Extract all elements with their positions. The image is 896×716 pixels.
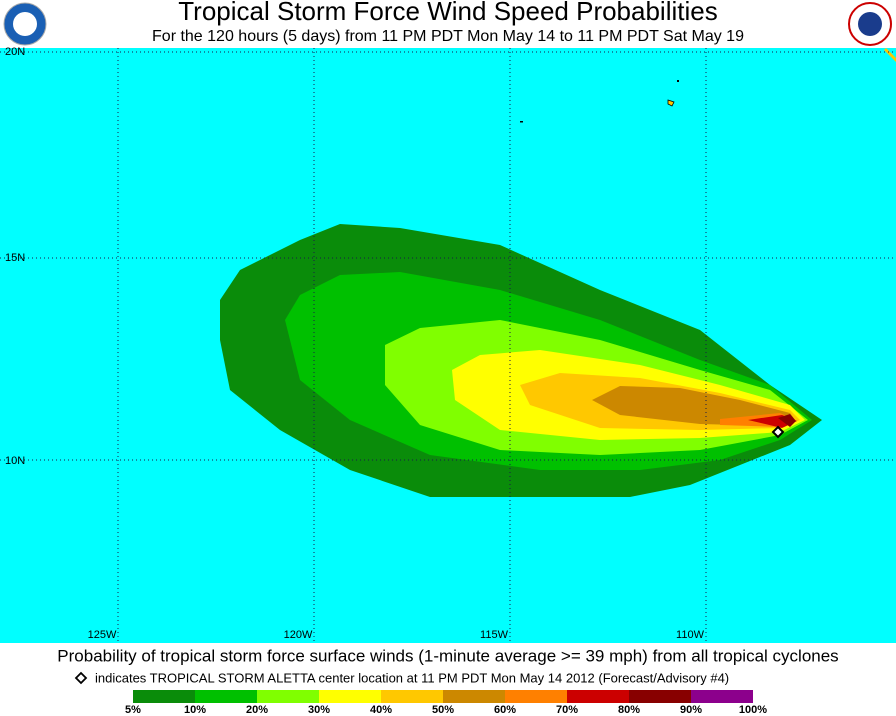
nws-logo-inner: [858, 12, 882, 36]
island: [667, 99, 675, 107]
legend-label: 10%: [184, 704, 206, 716]
storm-center-key: [74, 671, 88, 685]
storm-center: [771, 425, 785, 439]
legend-swatch: [195, 690, 257, 703]
legend-swatch: [443, 690, 505, 703]
coast: [884, 48, 896, 62]
note: indicates TROPICAL STORM ALETTA center l…: [95, 670, 729, 685]
lon-label: 110W: [676, 629, 705, 641]
graticule: [0, 48, 896, 643]
noaa-logo-inner: [13, 12, 37, 36]
island: [520, 121, 523, 123]
lat-label: 15N: [5, 252, 25, 264]
legend-swatch: [691, 690, 753, 703]
legend-swatch: [567, 690, 629, 703]
caption: Probability of tropical storm force surf…: [57, 646, 838, 665]
legend-label: 70%: [556, 704, 578, 716]
legend-swatch: [505, 690, 567, 703]
lon-label: 115W: [480, 629, 509, 641]
lon-label: 125W: [88, 629, 117, 641]
legend-label: 50%: [432, 704, 454, 716]
contour: [778, 414, 796, 427]
legend: 5% 10% 20% 30% 40% 50% 60% 70% 80% 90% 100%: [125, 690, 767, 716]
subtitle: For the 120 hours (5 days) from 11 PM PD…: [152, 28, 744, 45]
legend-label: 100%: [739, 704, 767, 716]
legend-label: 30%: [308, 704, 330, 716]
lon-label: 120W: [284, 629, 313, 641]
legend-swatch: [133, 690, 195, 703]
legend-label: 60%: [494, 704, 516, 716]
legend-label: 90%: [680, 704, 702, 716]
probability-contours: [220, 224, 822, 497]
legend-swatch: [319, 690, 381, 703]
legend-label: 5%: [125, 704, 141, 716]
legend-label: 20%: [246, 704, 268, 716]
lat-label: 20N: [5, 46, 25, 58]
island: [677, 80, 679, 82]
header-bg: [0, 0, 896, 48]
contour: [592, 386, 795, 426]
lat-label: 10N: [5, 455, 25, 467]
legend-swatch: [629, 690, 691, 703]
legend-swatch: [257, 690, 319, 703]
legend-swatch: [381, 690, 443, 703]
legend-label: 40%: [370, 704, 392, 716]
legend-label: 80%: [618, 704, 640, 716]
title: Tropical Storm Force Wind Speed Probabil…: [178, 0, 717, 26]
